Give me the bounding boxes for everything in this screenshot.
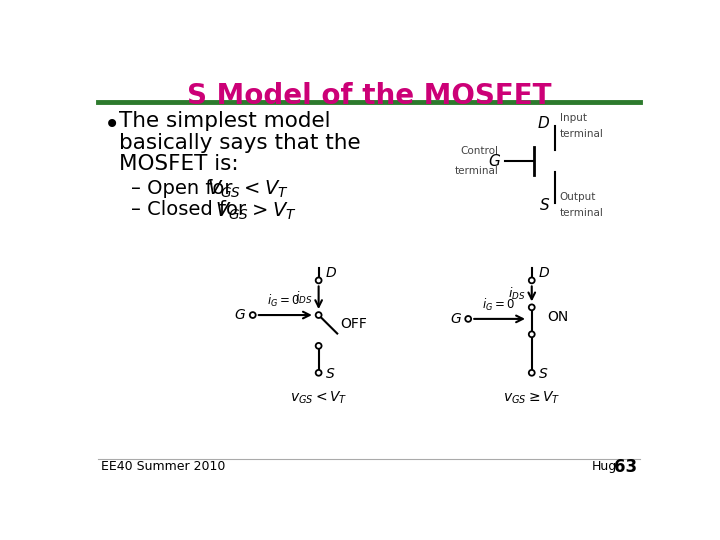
Text: – Open for: – Open for — [131, 179, 239, 198]
Text: terminal: terminal — [454, 166, 498, 176]
Text: terminal: terminal — [559, 130, 603, 139]
Text: $i_{DS}$: $i_{DS}$ — [295, 289, 312, 306]
Text: $v_{GS} < V_T$: $v_{GS} < V_T$ — [290, 390, 347, 406]
Text: $i_G=0$: $i_G=0$ — [267, 293, 300, 309]
Text: $D$: $D$ — [537, 116, 550, 131]
Circle shape — [315, 343, 322, 349]
Text: $G$: $G$ — [450, 312, 462, 326]
Circle shape — [528, 278, 535, 284]
Text: $S$: $S$ — [325, 367, 336, 381]
Circle shape — [250, 312, 256, 318]
Circle shape — [315, 278, 322, 284]
Text: Input: Input — [559, 113, 587, 123]
Text: $i_{DS}$: $i_{DS}$ — [508, 286, 526, 302]
Text: $S$: $S$ — [539, 197, 550, 213]
Text: $D$: $D$ — [325, 266, 337, 280]
Text: Hug: Hug — [593, 460, 618, 473]
Text: OFF: OFF — [341, 318, 367, 332]
Text: S Model of the MOSFET: S Model of the MOSFET — [186, 82, 552, 110]
Text: 63: 63 — [614, 458, 637, 476]
Circle shape — [528, 370, 535, 376]
Text: EE40 Summer 2010: EE40 Summer 2010 — [101, 460, 225, 473]
Text: basically says that the: basically says that the — [120, 132, 361, 153]
Circle shape — [528, 332, 535, 337]
Text: $V_{GS} > V_T$: $V_{GS} > V_T$ — [215, 200, 297, 221]
Text: $V_{GS} < V_T$: $V_{GS} < V_T$ — [207, 179, 289, 200]
Text: MOSFET is:: MOSFET is: — [120, 154, 239, 174]
Text: – Closed for: – Closed for — [131, 200, 253, 219]
Circle shape — [528, 305, 535, 310]
Text: $v_{GS} \geq V_T$: $v_{GS} \geq V_T$ — [503, 390, 560, 406]
Text: ON: ON — [547, 309, 569, 323]
Text: terminal: terminal — [559, 208, 603, 218]
Text: $G$: $G$ — [488, 153, 502, 169]
Text: •: • — [104, 111, 120, 139]
Circle shape — [315, 312, 322, 318]
Circle shape — [465, 316, 471, 322]
Text: Output: Output — [559, 192, 596, 202]
Circle shape — [315, 370, 322, 376]
Text: Control: Control — [460, 146, 498, 157]
Text: $D$: $D$ — [538, 266, 550, 280]
Text: $i_G=0$: $i_G=0$ — [482, 296, 515, 313]
Text: $G$: $G$ — [235, 308, 246, 322]
Text: $S$: $S$ — [538, 367, 549, 381]
Text: The simplest model: The simplest model — [120, 111, 331, 131]
